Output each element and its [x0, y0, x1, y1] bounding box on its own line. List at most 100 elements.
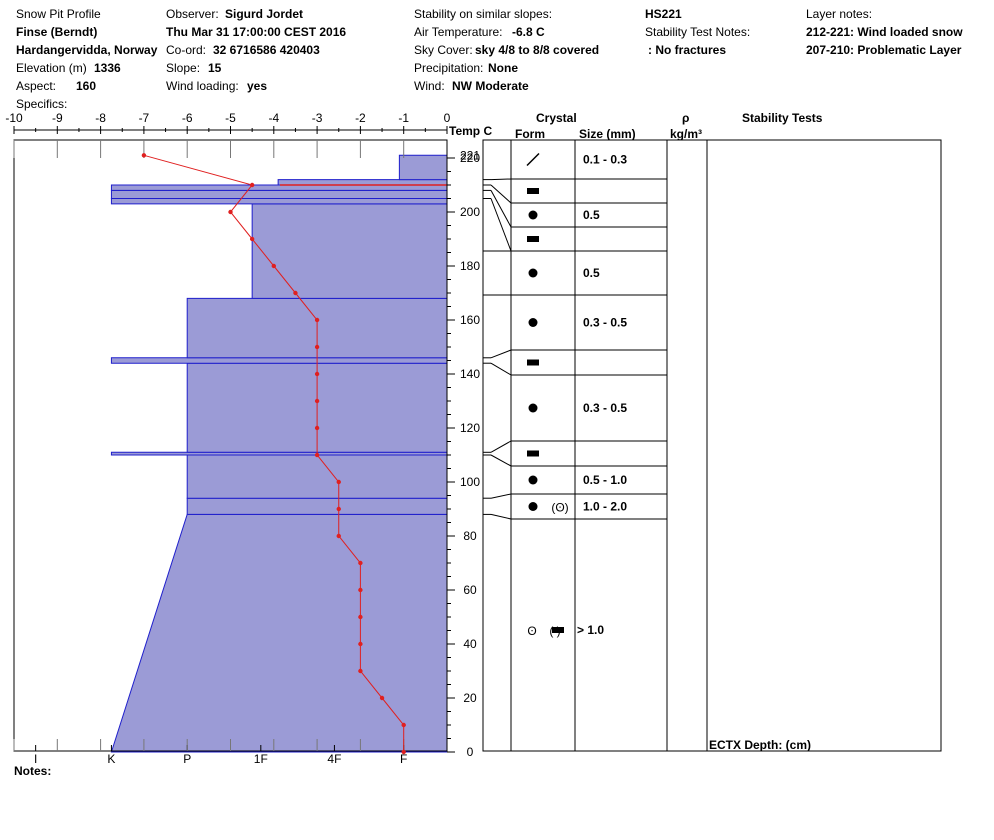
hardness-label: K	[107, 752, 115, 766]
temperature-point	[336, 479, 341, 485]
hardness-layer-8	[110, 198, 448, 205]
crystal-form-icon	[527, 359, 539, 366]
crystal-form-icon: ʘ	[527, 624, 536, 638]
stability-notes-value: : No fractures	[648, 43, 727, 57]
height-tick-label: 40	[463, 637, 477, 651]
crystal-form-icon	[528, 268, 538, 278]
crystal-form-icon	[528, 403, 538, 413]
height-tick-label: 220	[460, 151, 480, 165]
temp-tick-label: -8	[95, 111, 106, 125]
precip-label: Precipitation:	[414, 61, 484, 75]
crystal-form-icon: (ʘ)	[551, 501, 568, 515]
layer-connector	[490, 440, 512, 453]
temperature-point	[314, 452, 320, 458]
crystal-form-icon	[527, 236, 539, 242]
height-tick-label: 120	[460, 421, 480, 435]
wind-loading-value: yes	[247, 79, 268, 93]
height-tick-label: 160	[460, 313, 480, 327]
date-time: Thu Mar 31 17:00:00 CEST 2016	[166, 25, 347, 39]
air-temp-value: -6.8 C	[512, 25, 545, 39]
precip-value: None	[488, 61, 518, 75]
layer-connector	[490, 190, 512, 228]
hardness-layer-7	[251, 203, 448, 299]
hardness-label: 4F	[327, 752, 341, 766]
hardness-layer-12	[398, 154, 448, 181]
layer-note-2: 207-210: Problematic Layer	[806, 43, 962, 57]
notes-label: Notes:	[14, 764, 52, 778]
layer-connector	[490, 493, 512, 499]
temperature-point	[314, 425, 320, 431]
crystal-form-icon	[528, 318, 538, 327]
layer-note-1: 212-221: Wind loaded snow	[806, 25, 963, 39]
hardness-label: P	[183, 752, 191, 766]
height-tick-label: 80	[463, 529, 477, 543]
observer-value: Sigurd Jordet	[225, 7, 304, 21]
elevation-value: 1336	[94, 61, 121, 75]
height-tick-label: 180	[460, 259, 480, 273]
height-tick-label: 140	[460, 367, 480, 381]
crystal-size: 0.5	[583, 266, 600, 280]
layers-table-frame	[482, 139, 942, 752]
crystal-form-icon	[526, 152, 540, 167]
slope-value: 15	[208, 61, 222, 75]
crystal-header: Crystal	[536, 111, 577, 125]
temp-tick-label: -1	[398, 111, 409, 125]
temperature-point	[336, 506, 341, 512]
temperature-point	[401, 722, 406, 728]
temperature-point	[141, 153, 147, 158]
hardness-layer-2	[186, 454, 448, 499]
temp-tick-label: 0	[444, 111, 451, 125]
stability-tests-header: Stability Tests	[742, 111, 823, 125]
temp-tick-label: -6	[182, 111, 193, 125]
temperature-point	[314, 317, 320, 323]
coord-label: Co-ord:	[166, 43, 207, 57]
form-header: Form	[515, 127, 545, 141]
crystal-form-icon	[528, 475, 538, 485]
wind-value: NW Moderate	[452, 79, 529, 93]
temp-tick-label: -2	[355, 111, 366, 125]
hardness-layer-10	[110, 184, 448, 191]
crystal-size: 0.5 - 1.0	[583, 473, 627, 487]
ectx-label: ECTX Depth: (cm)	[709, 738, 811, 752]
elevation-label: Elevation (m)	[16, 61, 87, 75]
height-tick-label: 100	[460, 475, 480, 489]
temperature-point	[271, 263, 276, 269]
coord-value: 32 6716586 420403	[213, 43, 320, 57]
temperature-point	[358, 641, 363, 647]
temperature-point	[336, 533, 341, 539]
temperature-point	[314, 344, 320, 350]
wind-loading-label: Wind loading:	[166, 79, 239, 93]
stability-similar-label: Stability on similar slopes:	[414, 7, 553, 21]
stability-notes-label: Stability Test Notes:	[645, 25, 751, 39]
crystal-size: 0.5	[583, 208, 600, 222]
temperature-point	[358, 587, 363, 593]
temp-tick-label: -5	[225, 111, 236, 125]
temperature-point	[358, 560, 363, 566]
sky-label: Sky Cover:	[414, 43, 473, 57]
temperature-point	[401, 749, 406, 755]
hs-value: HS221	[645, 7, 682, 21]
temp-tick-label: -10	[5, 111, 23, 125]
rho-header: ρ	[682, 111, 690, 125]
layer-connector	[490, 349, 512, 359]
hardness-label: 1F	[254, 752, 268, 766]
layer-connector	[490, 513, 512, 520]
wind-label: Wind:	[414, 79, 445, 93]
crystal-size: 1.0 - 2.0	[583, 500, 627, 514]
crystal-form-icon	[527, 450, 539, 457]
height-top-label: 221	[460, 148, 480, 162]
layer-connector	[490, 184, 512, 204]
temperature-point	[293, 290, 298, 296]
hardness-layer-11	[277, 179, 448, 186]
temperature-point	[228, 209, 233, 215]
layer-connector	[490, 454, 512, 467]
crystal-size: 0.3 - 0.5	[583, 401, 627, 415]
temp-column-header: Temp C	[449, 124, 493, 138]
hardness-label: I	[34, 752, 37, 766]
air-temp-label: Air Temperature:	[414, 25, 503, 39]
hardness-layer-9	[110, 189, 448, 199]
crystal-size: 0.1 - 0.3	[583, 153, 627, 167]
height-tick-label: 200	[460, 205, 480, 219]
location-name: Finse (Berndt)	[16, 25, 98, 39]
